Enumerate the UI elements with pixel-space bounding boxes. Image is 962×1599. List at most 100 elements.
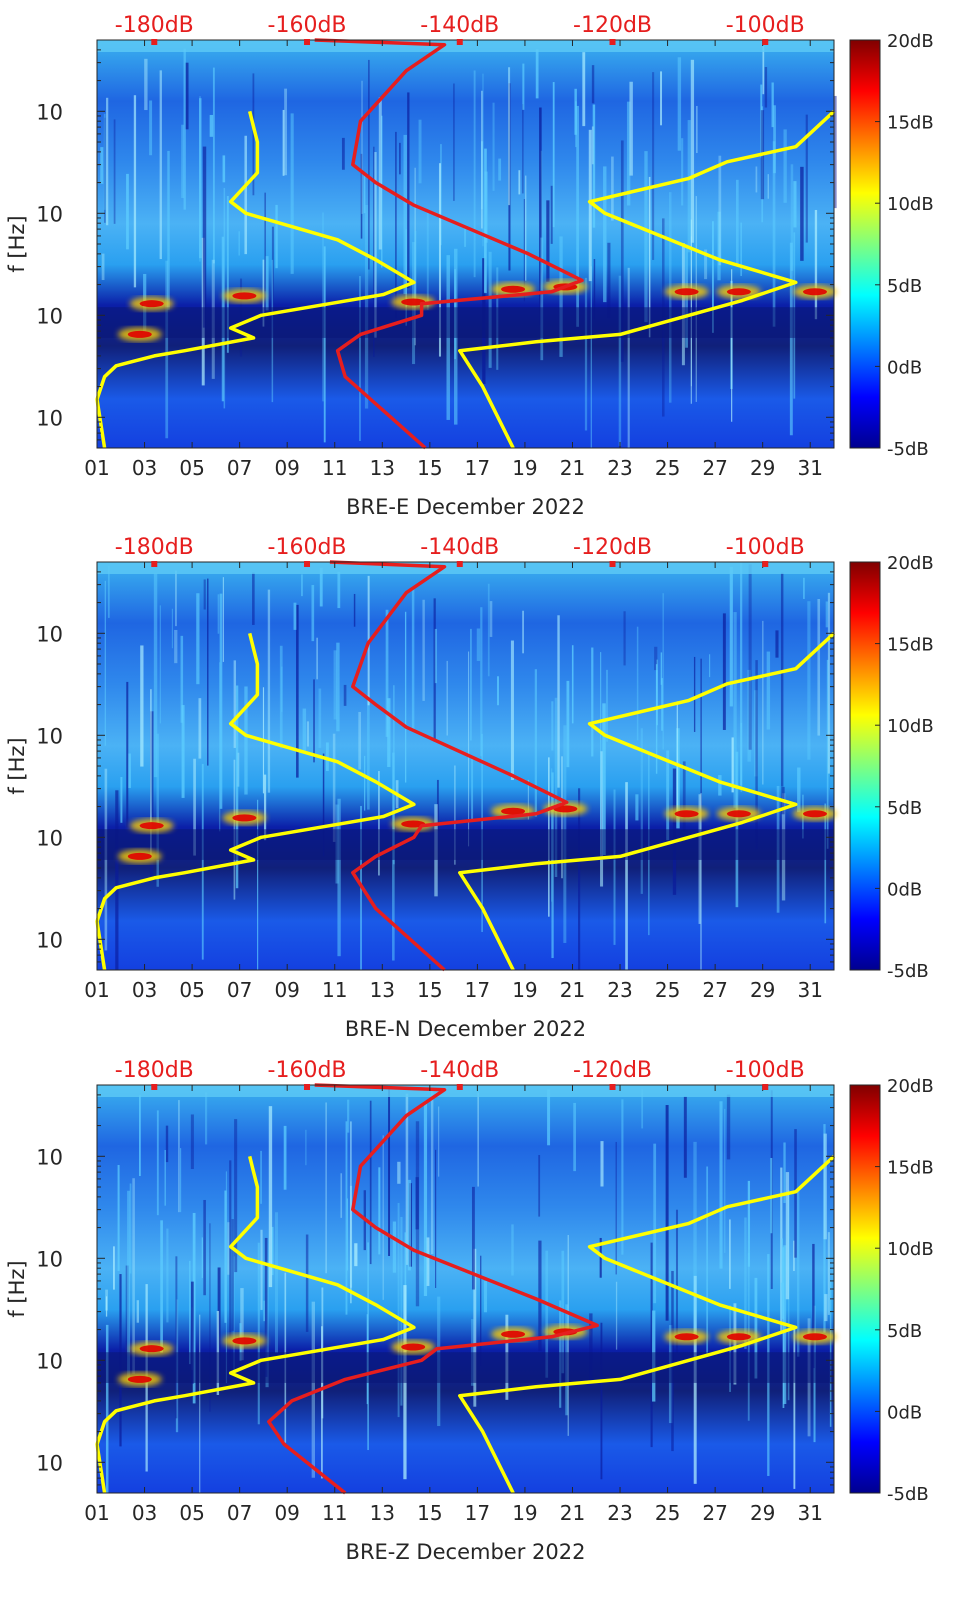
x-tick-label: 19 (512, 456, 537, 480)
colorbar-label: 15dB (887, 1158, 934, 1179)
colorbar-label: 5dB (887, 1321, 922, 1342)
energy-spot-core (674, 1333, 699, 1341)
x-tick-label: 29 (750, 456, 775, 480)
top-db-tick (762, 1084, 769, 1090)
x-tick-label: 23 (607, 978, 632, 1002)
energy-spot-core (127, 330, 152, 338)
top-db-label: -120dB (573, 13, 652, 38)
top-db-label: -140dB (420, 13, 499, 38)
x-tick-label: 19 (512, 978, 537, 1002)
colorbar-label: 20dB (887, 1076, 934, 1097)
energy-spot-core (802, 1333, 827, 1341)
top-db-tick (151, 561, 158, 567)
yellow-noise-model-curve-0 (95, 1155, 416, 1494)
energy-spot-core (232, 292, 257, 300)
x-tick-label: 31 (797, 1501, 822, 1525)
top-db-label: -180dB (115, 13, 194, 38)
colorbar (849, 561, 881, 971)
colorbar-label: -5dB (887, 961, 929, 982)
colorbar-label: 5dB (887, 276, 922, 297)
energy-spot-core (726, 810, 751, 818)
x-tick-label: 27 (702, 1501, 727, 1525)
y-tick-label: 10 (36, 1247, 63, 1271)
x-tick-label: 17 (465, 456, 490, 480)
x-tick-label: 31 (797, 978, 822, 1002)
yellow-noise-model-curve-0 (95, 110, 416, 449)
x-tick-label: 03 (132, 1501, 157, 1525)
energy-spot-core (674, 288, 699, 296)
energy-spot-core (501, 807, 526, 815)
colorbar-label: 20dB (887, 31, 934, 52)
x-tick-label: 31 (797, 456, 822, 480)
top-db-tick (762, 39, 769, 45)
x-tick-label: 05 (179, 1501, 204, 1525)
x-tick-label: 01 (84, 456, 109, 480)
x-tick-label: 03 (132, 978, 157, 1002)
x-tick-label: 15 (417, 1501, 442, 1525)
top-db-tick (456, 561, 463, 567)
colorbar-label: 20dB (887, 553, 934, 574)
y-tick-label: 10 (36, 100, 63, 124)
colorbar-label: 10dB (887, 194, 934, 215)
top-db-label: -120dB (573, 1058, 652, 1083)
y-tick-label: 10 (36, 928, 63, 952)
x-tick-label: 17 (465, 1501, 490, 1525)
x-axis-label: BRE-E December 2022 (346, 495, 585, 519)
top-db-tick (609, 39, 616, 45)
y-axis-label: f [Hz] (5, 215, 29, 272)
x-tick-label: 13 (370, 456, 395, 480)
x-tick-label: 01 (84, 1501, 109, 1525)
y-axis-label: f [Hz] (5, 1260, 29, 1317)
y-tick-label: 10 (36, 826, 63, 850)
colorbar-label: 15dB (887, 113, 934, 134)
x-tick-label: 13 (370, 978, 395, 1002)
x-tick-label: 25 (655, 978, 680, 1002)
energy-spot-core (127, 1375, 152, 1383)
top-db-tick (151, 39, 158, 45)
y-tick-label: 10 (36, 724, 63, 748)
x-tick-label: 25 (655, 1501, 680, 1525)
colorbar (849, 39, 881, 449)
top-db-tick (609, 561, 616, 567)
spectrogram-panel-BRE-Z: 01 03 05 07 09 11 13 15 17 19 21 23 25 27 29 31 BRE-Z De… (5, 1058, 934, 1564)
energy-spot-core (802, 288, 827, 296)
x-tick-label: 21 (560, 978, 585, 1002)
x-tick-label: 09 (274, 978, 299, 1002)
top-db-label: -120dB (573, 535, 652, 560)
x-tick-label: 15 (417, 456, 442, 480)
x-tick-label: 23 (607, 1501, 632, 1525)
colorbar-label: -5dB (887, 439, 929, 460)
y-tick-label: 10 (36, 406, 63, 430)
spectrogram-background (97, 1085, 834, 1493)
y-tick-label: 10 (36, 1349, 63, 1373)
x-tick-label: 07 (227, 978, 252, 1002)
yellow-noise-model-curve-1 (458, 1155, 836, 1494)
x-tick-label: 01 (84, 978, 109, 1002)
top-db-tick (762, 561, 769, 567)
top-db-label: -100dB (726, 13, 805, 38)
x-tick-label: 05 (179, 456, 204, 480)
x-tick-label: 13 (370, 1501, 395, 1525)
energy-spot-core (726, 288, 751, 296)
x-axis-label: BRE-N December 2022 (345, 1017, 586, 1041)
high-frequency-strip (97, 40, 834, 52)
colorbar-label: 15dB (887, 635, 934, 656)
y-axis-label: f [Hz] (5, 737, 29, 794)
colorbar-label: 0dB (887, 357, 922, 378)
y-tick-label: 10 (36, 1451, 63, 1475)
top-db-tick (609, 1084, 616, 1090)
top-db-label: -140dB (420, 535, 499, 560)
energy-spot-core (139, 822, 164, 830)
x-tick-label: 11 (322, 1501, 347, 1525)
yellow-noise-model-curve-0 (95, 632, 416, 971)
x-tick-label: 25 (655, 456, 680, 480)
colorbar-label: 0dB (887, 879, 922, 900)
low-energy-band (97, 1352, 834, 1383)
x-axis-label: BRE-Z December 2022 (346, 1540, 586, 1564)
red-noise-curve (314, 38, 584, 450)
top-db-label: -160dB (268, 535, 347, 560)
y-tick-label: 10 (36, 202, 63, 226)
x-tick-label: 09 (274, 1501, 299, 1525)
red-noise-curve (267, 1083, 599, 1495)
